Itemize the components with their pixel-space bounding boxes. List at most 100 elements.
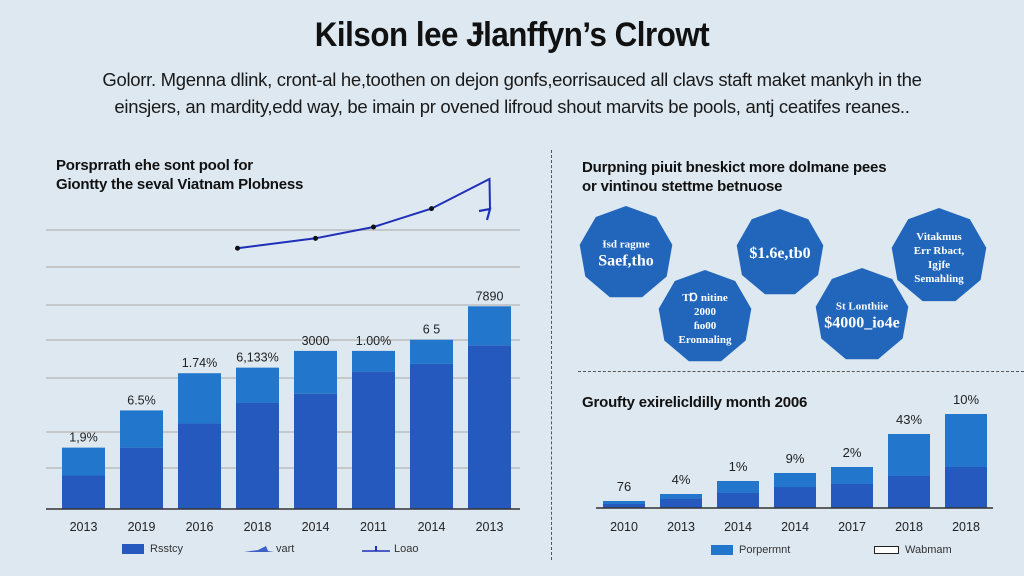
x-tick-label: 2017	[838, 520, 866, 534]
bar-data-label: 2%	[843, 445, 862, 460]
x-tick-label: 2014	[781, 520, 809, 534]
bar-segment-dark	[603, 504, 645, 508]
bar-data-label: 3000	[302, 334, 330, 348]
legend-label: vart	[276, 543, 295, 555]
octagon-label: Vitakmus	[916, 231, 962, 243]
subtitle-line: einsjers, an mardity,edd way, be imain p…	[114, 96, 910, 117]
bar-segment-dark	[717, 493, 759, 508]
x-tick-label: 2019	[128, 520, 156, 534]
page-subtitle: Golorr. Mgenna dlink, cront-al he,toothe…	[20, 66, 1004, 120]
x-tick-label: 2014	[724, 520, 752, 534]
bar-segment-dark	[660, 499, 702, 508]
legend-area-icon	[244, 546, 274, 552]
bar-data-label: 76	[617, 479, 631, 494]
left-panel-title: Porsprrath ehe sont pool for Giontty the…	[56, 156, 303, 194]
right-panel-title-line: or vintinou stettme betnuose	[582, 178, 783, 195]
x-tick-label: 2013	[70, 520, 98, 534]
octagon-label: Err Rbact,	[914, 245, 965, 257]
octagon-label: St Lonthiie	[836, 300, 888, 312]
octagon-label: 2000	[694, 306, 717, 318]
left-legend-item-area: vart	[244, 543, 294, 555]
octagon-label: Semahling	[914, 273, 964, 285]
trend-point	[429, 206, 434, 212]
x-tick-label: 2013	[476, 520, 504, 534]
octagon-label: Igjfe	[928, 259, 950, 271]
right-legend-item-1: Porpermnt	[711, 544, 790, 556]
octagon-value: $4000_io4e	[824, 314, 900, 331]
bar-segment-dark	[120, 447, 163, 509]
octagon-badge	[736, 209, 824, 295]
bar-segment-light	[888, 434, 930, 476]
bar-segment-dark	[236, 402, 279, 509]
bar-segment-light	[120, 410, 163, 448]
page-title: Kilson lee Ɉlanffyn’s Clrowt	[314, 16, 710, 54]
legend-label: Loao	[394, 543, 419, 555]
bar-data-label: 6 5	[423, 323, 440, 337]
x-tick-label: 2010	[610, 520, 638, 534]
bar-segment-light	[294, 350, 337, 394]
x-tick-label: 2018	[244, 520, 272, 534]
legend-swatch	[874, 546, 899, 554]
bar-data-label: 1%	[729, 459, 748, 474]
left-panel-title-line: Giontty the seval Viatnam Plobness	[56, 176, 304, 193]
bar-segment-dark	[410, 363, 453, 509]
trend-line	[237, 177, 491, 250]
x-tick-label: 2018	[895, 520, 923, 534]
octagon-label: Ɨsd ragme	[602, 238, 649, 250]
bar-segment-dark	[178, 423, 221, 509]
legend-swatch	[711, 545, 733, 555]
octagon-badge	[815, 268, 909, 360]
bar-segment-light	[468, 306, 511, 346]
octagon-badge	[579, 206, 673, 298]
x-tick-label: 2014	[418, 520, 446, 534]
legend-label: Wabmam	[905, 544, 952, 556]
left-legend-item-line: Loao	[362, 543, 418, 555]
bar-segment-light	[774, 473, 816, 487]
trend-point	[371, 224, 376, 230]
octagon-badge	[658, 270, 752, 362]
bar-data-label: 6,133%	[236, 351, 278, 365]
bar-data-label: 1,9%	[69, 431, 98, 445]
bar-segment-dark	[468, 345, 511, 509]
bar-data-label: 4%	[672, 472, 691, 487]
trend-point	[313, 235, 318, 241]
octagon-label: TⱰ nitine	[682, 292, 728, 304]
bar-data-label: 6.5%	[127, 393, 156, 407]
x-tick-label: 2013	[667, 520, 695, 534]
bar-data-label: 9%	[786, 451, 805, 466]
bar-segment-dark	[831, 484, 873, 508]
vertical-divider	[551, 150, 552, 560]
bar-data-label: 10%	[953, 392, 979, 407]
octagon-label: ɦo00	[694, 320, 717, 332]
subtitle-line: Golorr. Mgenna dlink, cront-al he,toothe…	[102, 69, 922, 90]
bar-segment-light	[831, 467, 873, 484]
bar-data-label: 7890	[476, 289, 504, 303]
octagon-label: Eronnaling	[679, 334, 732, 346]
octagon-badge	[891, 208, 987, 302]
bar-segment-light	[603, 501, 645, 504]
bar-segment-light	[62, 447, 105, 476]
bar-segment-light	[352, 350, 395, 372]
x-tick-label: 2016	[186, 520, 214, 534]
bar-segment-dark	[352, 371, 395, 509]
bar-segment-dark	[945, 467, 987, 508]
legend-label: Rsstcy	[150, 543, 183, 555]
right-top-panel-title: Durpning piuit bneskict more dolmane pee…	[582, 158, 887, 196]
octagon-value: $1.6e,tb0	[749, 245, 810, 262]
bar-data-label: 43%	[896, 412, 922, 427]
trend-arrowhead	[478, 207, 492, 221]
bar-segment-dark	[294, 393, 337, 509]
bar-segment-light	[717, 481, 759, 493]
octagon-value: Saef,tho	[598, 252, 654, 269]
bar-data-label: 1.74%	[182, 356, 217, 370]
bar-segment-light	[660, 494, 702, 499]
left-panel-title-line: Porsprrath ehe sont pool for	[56, 157, 253, 174]
legend-line-icon	[362, 546, 390, 552]
bar-segment-light	[945, 414, 987, 467]
left-legend-item-bars: Rsstcy	[122, 543, 183, 555]
bar-segment-dark	[774, 487, 816, 508]
trend-point	[235, 245, 240, 251]
right-bottom-panel-title: Groufty exirelicldilly month 2006	[582, 394, 808, 411]
right-panel-title-line: Durpning piuit bneskict more dolmane pee…	[582, 159, 887, 176]
